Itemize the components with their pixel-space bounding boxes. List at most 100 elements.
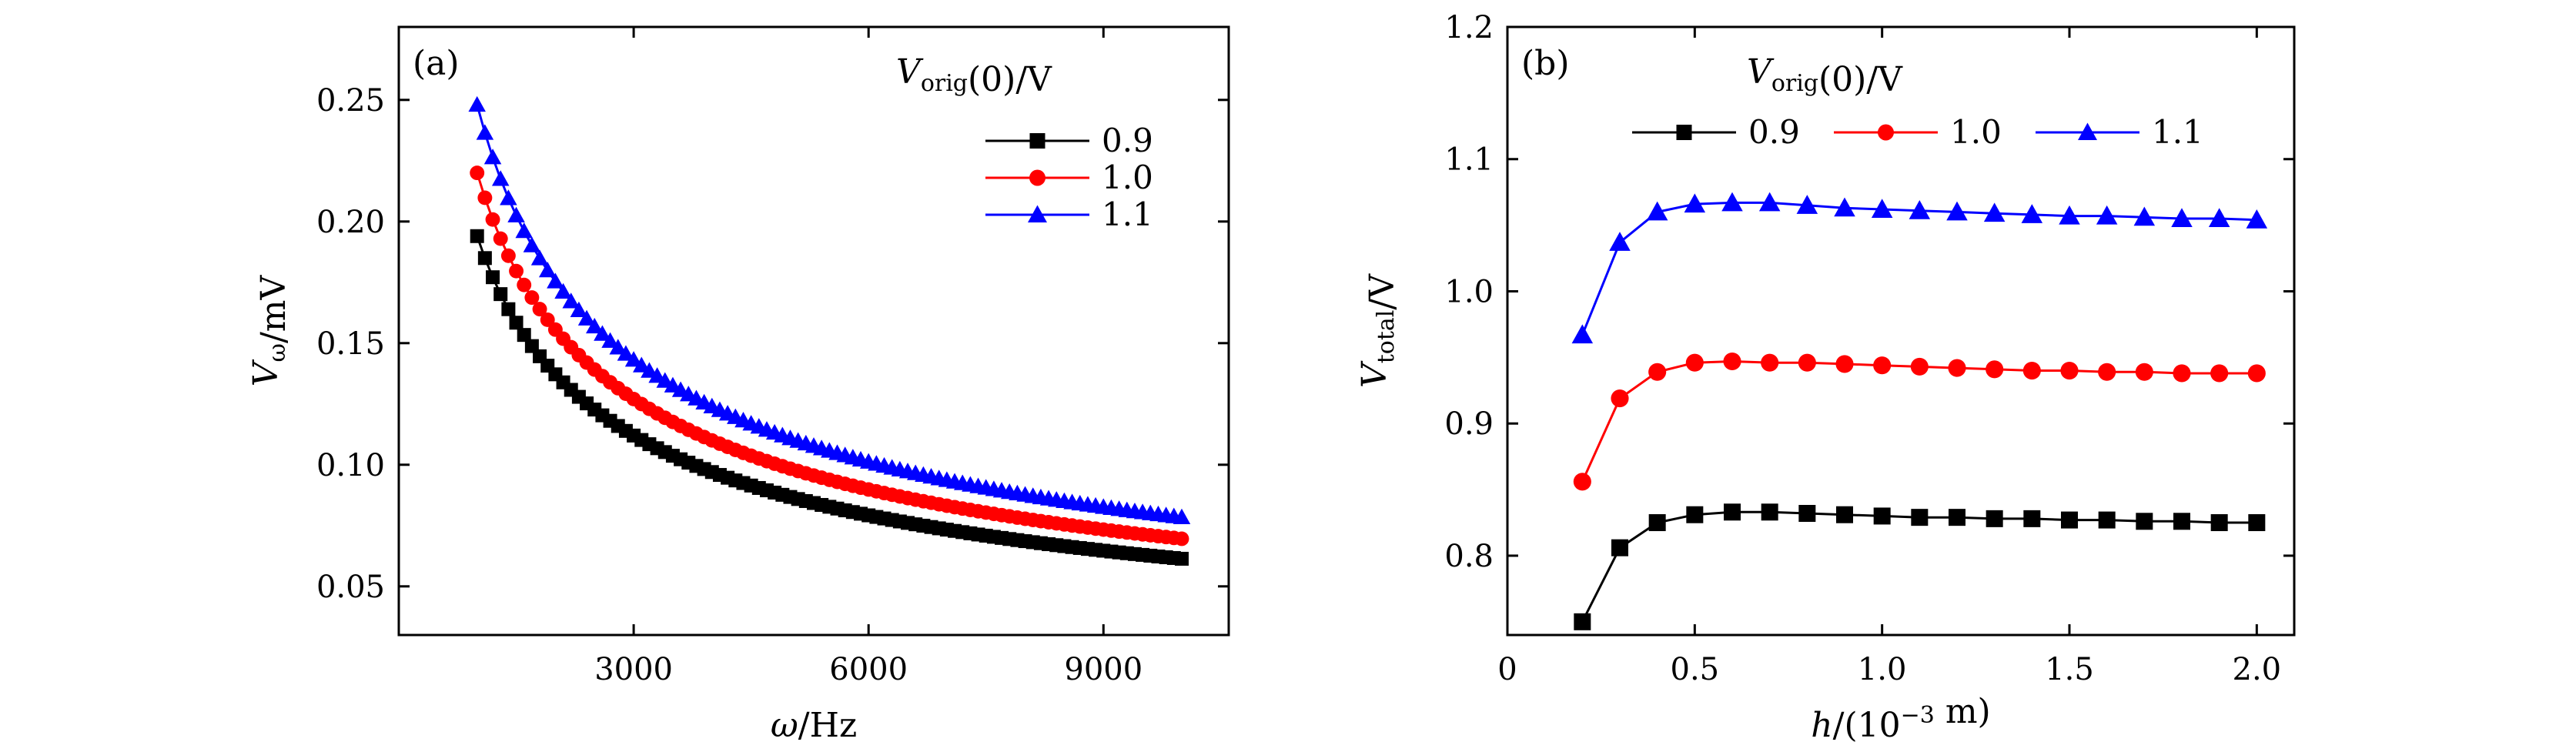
data-point: [1573, 473, 1591, 491]
data-point: [493, 287, 508, 302]
x-tick-label: 3000: [594, 652, 673, 687]
data-point: [485, 212, 500, 227]
x-axis-label: ω/Hz: [771, 706, 857, 745]
y-tick-label: 1.0: [1444, 274, 1494, 309]
data-point: [1611, 539, 1628, 556]
data-point: [1911, 509, 1929, 526]
series-1.0: [1573, 352, 2266, 491]
data-point: [1174, 531, 1189, 546]
data-point: [554, 282, 572, 299]
legend-marker: [1878, 124, 1894, 141]
legend-marker: [2078, 122, 2097, 140]
legend-label: 1.1: [1102, 196, 1153, 233]
data-point: [1983, 202, 2006, 222]
data-point: [2096, 205, 2118, 225]
data-point: [2246, 209, 2268, 229]
y-tick-label: 1.2: [1444, 10, 1494, 45]
data-point: [577, 309, 596, 326]
data-point: [570, 301, 588, 318]
legend-item: 1.1: [985, 196, 1153, 233]
data-point: [1721, 192, 1743, 212]
data-point: [2021, 204, 2043, 223]
data-point: [1574, 613, 1591, 630]
data-point: [2022, 361, 2041, 380]
legend-label: 1.0: [1102, 159, 1153, 196]
data-point: [1909, 199, 1931, 219]
data-point: [1871, 199, 1893, 218]
y-tick-label: 0.10: [316, 448, 385, 483]
data-point: [2135, 363, 2153, 381]
data-point: [1946, 201, 1968, 221]
data-point: [1796, 195, 1818, 214]
panel-label: (a): [413, 44, 460, 83]
legend-title: Vorig(0)/V: [896, 52, 1052, 99]
data-point: [530, 249, 549, 266]
data-point: [1173, 508, 1191, 524]
data-point: [538, 262, 557, 278]
data-point: [1949, 509, 1965, 526]
data-point: [517, 277, 532, 292]
data-point: [1798, 505, 1816, 522]
data-point: [2060, 361, 2079, 380]
data-point: [1686, 506, 1704, 523]
data-point: [2173, 513, 2190, 530]
y-tick-label: 0.8: [1444, 539, 1494, 574]
legend: Vorig(0)/V 0.9 1.0 1.1: [1632, 52, 2203, 151]
plot-frame: [1506, 25, 2296, 637]
data-point: [468, 95, 486, 112]
data-point: [509, 263, 524, 279]
plot-frame: [397, 25, 1230, 637]
legend-marker: [1676, 125, 1692, 140]
series-0.9: [470, 229, 1189, 566]
data-point: [500, 248, 516, 263]
data-point: [509, 316, 524, 330]
data-point: [1835, 355, 1854, 373]
data-point: [470, 229, 484, 243]
data-point: [477, 190, 493, 206]
data-point: [1873, 356, 1892, 375]
data-point: [585, 317, 604, 334]
data-point: [1684, 193, 1706, 213]
series-1.1: [1571, 192, 2268, 344]
data-point: [507, 206, 525, 222]
data-point: [1174, 551, 1189, 566]
data-point: [2210, 514, 2228, 532]
x-tick-label: 1.0: [1858, 652, 1907, 687]
data-point: [477, 251, 492, 266]
data-point: [501, 302, 516, 316]
data-point: [486, 270, 500, 285]
data-point: [1723, 352, 1741, 371]
legend-item: 1.0: [985, 159, 1153, 196]
y-axis-label: Vω/mV: [246, 274, 293, 386]
y-tick-label: 0.05: [316, 570, 385, 605]
data-point: [1836, 506, 1853, 523]
data-point: [1873, 507, 1891, 525]
data-point: [1761, 353, 1779, 372]
series-1.0: [470, 165, 1189, 546]
data-point: [2133, 206, 2156, 226]
data-point: [2248, 514, 2266, 532]
legend-item: 1.1: [2036, 113, 2203, 151]
data-point: [2210, 364, 2229, 383]
panel-label: (b): [1521, 44, 1570, 83]
data-point: [2023, 510, 2041, 527]
data-point: [515, 222, 533, 239]
data-point: [1611, 389, 1629, 408]
legend-label: 0.9: [1748, 113, 1800, 151]
data-point: [2171, 208, 2193, 228]
data-point: [483, 149, 502, 165]
data-point: [493, 231, 508, 246]
data-point: [491, 170, 510, 186]
data-point: [1986, 360, 2004, 379]
data-point: [1948, 359, 1966, 377]
chart-panel-a: 3000 6000 9000 0.05 0.10 0.15 0.20 0.25 ω/Hz Vω/m…: [246, 25, 1230, 745]
data-point: [1986, 510, 2003, 527]
data-point: [609, 339, 627, 355]
data-point: [594, 325, 611, 341]
x-tick-label: 0.5: [1671, 652, 1720, 687]
data-point: [1609, 232, 1631, 251]
y-axis-label: Vtotal/V: [1355, 273, 1402, 388]
data-point: [523, 236, 541, 252]
x-tick-label: 0: [1497, 652, 1517, 687]
